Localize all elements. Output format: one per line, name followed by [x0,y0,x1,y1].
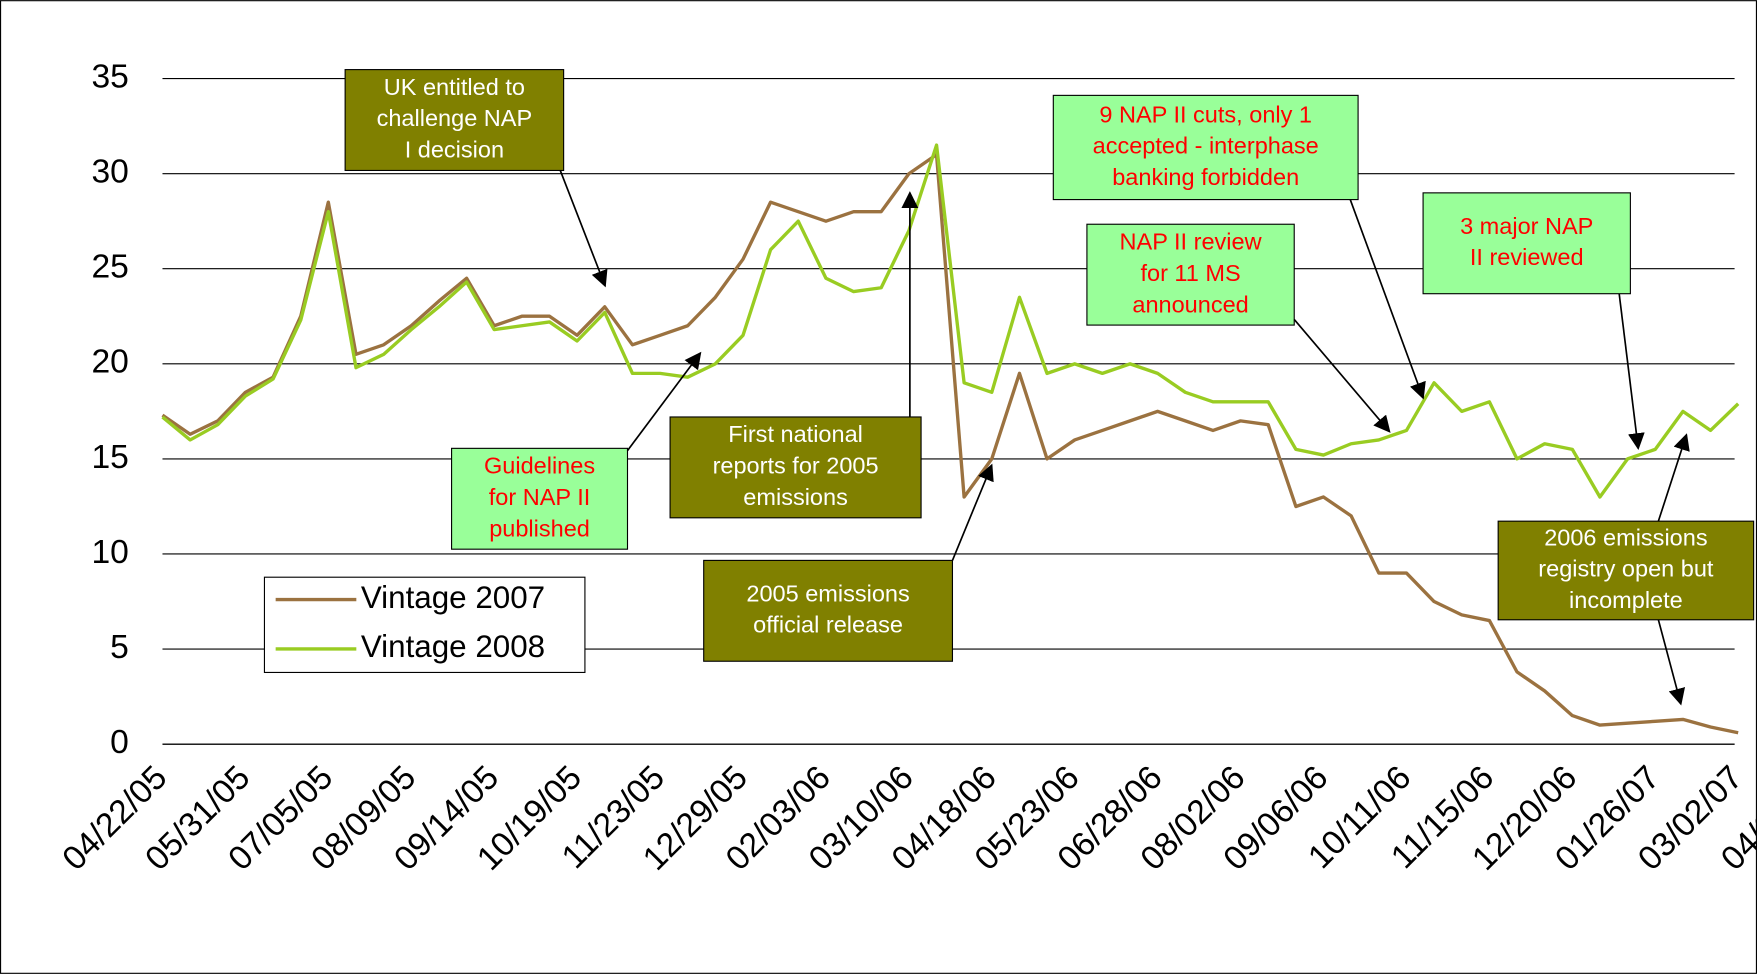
annotation-text: incomplete [1569,587,1683,613]
annotation-box [344,69,565,172]
annotation-text: First national [728,421,863,447]
annotation-arrow [1293,318,1391,433]
annotation-box [703,559,954,662]
y-tick-label: 35 [91,58,128,95]
annotation-text: 2006 emissions [1544,524,1707,550]
annotation-text: Guidelines [484,453,595,479]
annotation-text: 2005 emissions [746,580,909,606]
annotation-box [1086,223,1295,326]
annotation-box [1052,94,1359,201]
annotation-text: banking forbidden [1112,164,1299,190]
y-tick-label: 15 [91,439,128,476]
annotation-arrow [559,170,608,288]
data-line [161,143,1740,499]
legend-label: Vintage 2007 [361,580,545,615]
annotation-box [669,416,922,519]
y-tick-label: 30 [91,154,128,191]
y-tick-label: 20 [91,344,128,381]
legend-label: Vintage 2008 [361,629,545,664]
y-tick-label: 5 [110,629,129,666]
y-tick-label: 0 [110,724,129,761]
annotation-arrow [626,351,702,452]
annotation-text: UK entitled to [384,74,525,100]
annotation-box [451,447,629,550]
annotation-text: announced [1132,291,1248,317]
y-tick-label: 10 [91,534,128,571]
annotation-box [1497,520,1755,621]
annotation-text: published [489,515,590,541]
annotation-text: 9 NAP II cuts, only 1 [1099,101,1312,127]
annotation-text: II reviewed [1470,244,1584,270]
annotation-text: for 11 MS [1140,260,1240,286]
annotation-box [1422,192,1631,295]
y-tick-label: 25 [91,249,128,286]
annotation-arrow [1657,619,1686,706]
annotation-text: for NAP II [489,484,591,510]
legend-box [263,576,586,674]
annotation-text: reports for 2005 [713,453,879,479]
annotation-arrow [1618,293,1645,451]
annotation-arrow [951,463,994,561]
annotation-text: official release [753,612,903,638]
annotation-text: registry open but [1538,556,1714,582]
annotation-text: accepted - interphase [1093,133,1319,159]
annotation-text: NAP II review [1120,229,1263,255]
data-line [161,152,1739,735]
annotation-text: challenge NAP [377,105,533,131]
annotation-text: emissions [743,484,848,510]
annotation-text: 3 major NAP [1460,213,1593,239]
annotation-arrow [1349,199,1426,400]
annotation-arrow [1657,433,1690,522]
annotation-text: I decision [405,137,504,163]
